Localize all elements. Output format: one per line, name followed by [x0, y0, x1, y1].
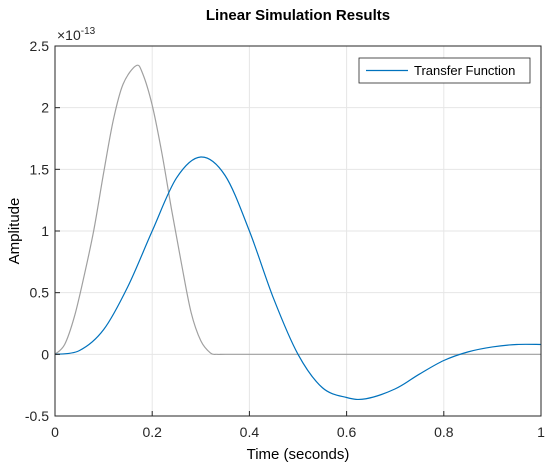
y-exponent-label: ×10-13 — [57, 26, 96, 43]
y-tick-label: 2.5 — [30, 38, 50, 54]
legend-label-transfer-function: Transfer Function — [414, 63, 515, 78]
x-tick-label: 0.2 — [142, 424, 162, 440]
axis-ticks: 0 0.2 0.4 0.6 0.8 1-0.500.511.522.5 — [25, 38, 545, 440]
y-exponent-base: ×10 — [57, 27, 81, 43]
y-tick-label: 1.5 — [30, 161, 50, 177]
x-axis-label: Time (seconds) — [247, 446, 350, 463]
chart-title: Linear Simulation Results — [206, 7, 390, 24]
x-tick-label: 0 — [51, 424, 59, 440]
series-line-input — [54, 64, 541, 356]
series-lines — [54, 64, 542, 401]
y-tick-label: 0 — [41, 346, 49, 362]
y-tick-label: 1 — [41, 223, 49, 239]
x-tick-label: 1 — [537, 424, 545, 440]
y-tick-label: -0.5 — [25, 408, 49, 424]
x-tick-label: 0.6 — [337, 424, 357, 440]
y-exponent-power: -13 — [81, 26, 96, 37]
y-tick-label: 2 — [41, 100, 49, 116]
x-tick-label: 0.8 — [434, 424, 454, 440]
y-tick-label: 0.5 — [30, 285, 50, 301]
legend[interactable]: Transfer Function — [358, 57, 531, 84]
x-tick-label: 0.4 — [240, 424, 260, 440]
y-axis-label: Amplitude — [6, 198, 23, 265]
series-line-transfer-function — [54, 156, 542, 401]
